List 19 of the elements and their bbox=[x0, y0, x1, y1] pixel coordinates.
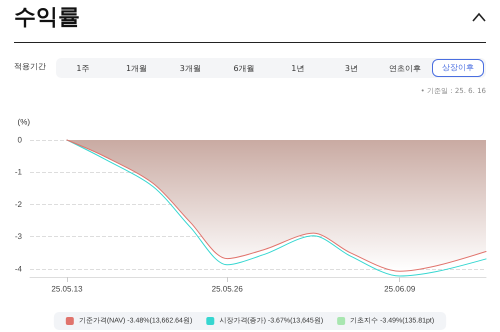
text: 1개월 bbox=[125, 62, 148, 74]
y-tick-label: -2 bbox=[14, 200, 23, 209]
text: 3개월 bbox=[178, 62, 202, 74]
text: 적용기간 bbox=[14, 61, 46, 72]
text: 6개월 bbox=[232, 62, 256, 74]
y-axis-title: (%) bbox=[18, 118, 30, 126]
x-tick-label: 25.05.26 bbox=[212, 284, 244, 294]
y-tick-label: -1 bbox=[14, 168, 23, 177]
text: 연초이후 bbox=[388, 62, 422, 74]
text: 상장이후 bbox=[432, 59, 484, 77]
x-tick-label: 25.05.13 bbox=[51, 284, 84, 294]
y-tick-label: 0 bbox=[18, 136, 23, 144]
text: 1년 bbox=[290, 62, 306, 74]
text: 1주 bbox=[75, 62, 90, 74]
x-tick-label: 25.06.09 bbox=[384, 284, 416, 294]
chart-title: 수익률 bbox=[14, 4, 80, 32]
y-tick-label: -4 bbox=[14, 264, 23, 274]
y-tick-label: -3 bbox=[14, 232, 23, 242]
text: 3년 bbox=[344, 62, 359, 74]
